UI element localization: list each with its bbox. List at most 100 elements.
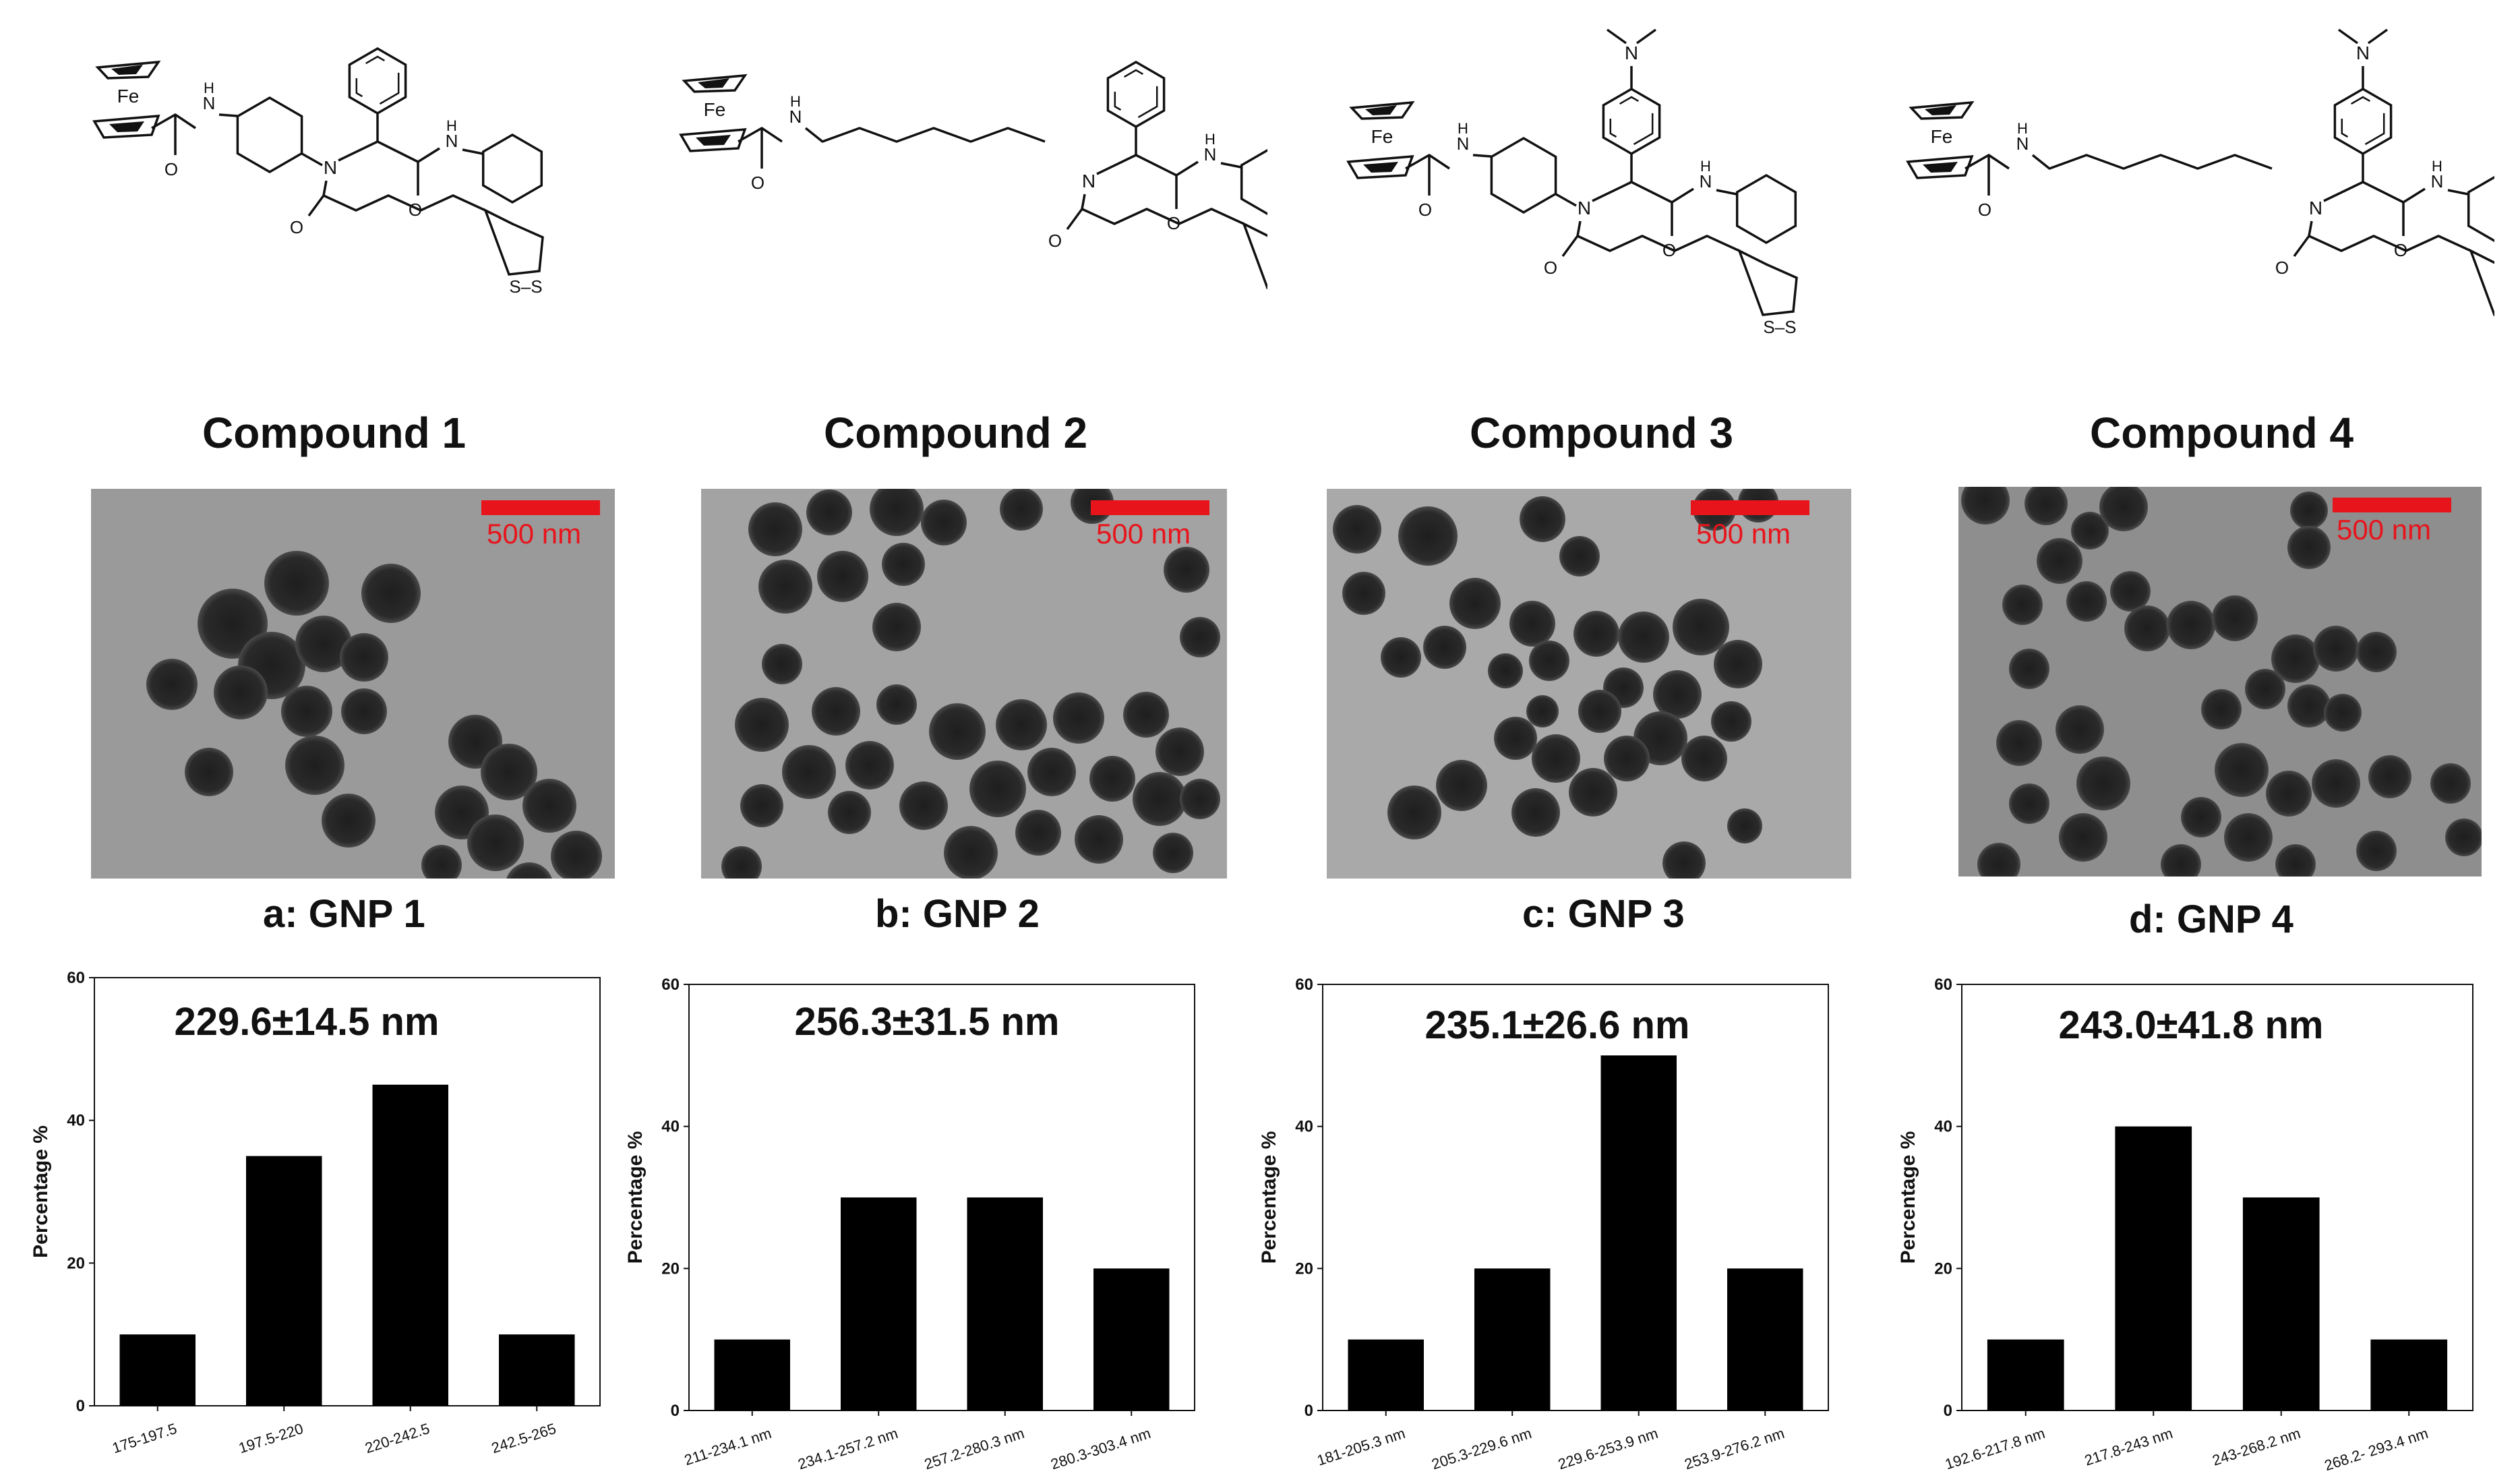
y-axis-label: Percentage % <box>624 1131 647 1264</box>
nanoparticle <box>2266 771 2312 817</box>
oxygen-label: O <box>1048 231 1062 251</box>
n-label: N <box>1082 171 1096 191</box>
nanoparticle <box>2356 831 2397 871</box>
nanoparticle <box>2066 581 2107 622</box>
x-tick-label: 211-234.1 nm <box>682 1425 773 1468</box>
cp-ring-bottom <box>92 115 160 139</box>
histogram-svg-1: 0 20 40 60 175-197.5 197.5-220 220-242.5 242.5-… <box>30 969 601 1456</box>
nh-h-label: H <box>2432 158 2442 175</box>
nanoparticle <box>1977 843 2020 877</box>
y-tick-label: 40 <box>661 1118 680 1136</box>
nanoparticle <box>2071 512 2109 550</box>
bond <box>1561 235 1579 258</box>
oxygen-label: O <box>1418 200 1432 220</box>
nanoparticle <box>1604 736 1650 781</box>
x-tick-label: 217.8-243 nm <box>2082 1425 2175 1469</box>
sulfur-label: S–S <box>1763 317 1796 337</box>
nanoparticle <box>1164 547 1209 593</box>
nme2-label: N <box>1625 42 1638 63</box>
nanoparticle <box>1529 641 1569 681</box>
tem-image-1 <box>91 489 615 879</box>
oxygen-label: O <box>164 159 178 179</box>
nanoparticle <box>806 489 852 535</box>
nanoparticle <box>421 845 462 879</box>
scale-bar-1 <box>481 500 600 515</box>
nanoparticle <box>1333 505 1381 554</box>
nh-h-label: H <box>790 93 801 110</box>
bond <box>1555 193 1577 207</box>
nanoparticle <box>522 779 576 833</box>
bar <box>1348 1339 1424 1411</box>
nanoparticle <box>2056 705 2104 754</box>
bond <box>1576 220 1582 237</box>
bond <box>1066 208 1083 231</box>
nanoparticle <box>2181 797 2221 837</box>
nanoparticle <box>762 644 802 684</box>
y-tick-label: 60 <box>1934 976 1952 994</box>
nanoparticle <box>214 665 268 719</box>
bar <box>1093 1268 1170 1411</box>
bond <box>1220 162 1242 169</box>
nanoparticle <box>1123 692 1169 738</box>
nanoparticle <box>1727 808 1762 843</box>
nanoparticle <box>1662 841 1706 879</box>
cp-ring-bottom-fill <box>1923 162 1958 173</box>
nanoparticle <box>782 745 836 799</box>
bond <box>377 140 419 163</box>
n-label: N <box>2309 198 2322 218</box>
bond <box>2293 235 2310 258</box>
nh-h-label: H <box>1205 131 1216 148</box>
nanoparticle <box>2167 601 2215 649</box>
nanoparticle <box>264 551 329 616</box>
nh-label: N <box>2431 171 2444 191</box>
nanoparticle <box>2287 526 2331 569</box>
compound-structure-1: Fe O N H N O N H O S–S <box>88 40 600 405</box>
bond <box>2337 28 2359 44</box>
bond <box>1631 181 1673 204</box>
fe-label: Fe <box>1931 126 1953 147</box>
nanoparticle <box>2271 634 2320 683</box>
histogram-1: 0 20 40 60 175-197.5 197.5-220 220-242.5 242.5-… <box>0 957 620 1481</box>
scale-bar-2 <box>1091 500 1209 515</box>
nanoparticle <box>996 699 1047 750</box>
bar <box>499 1334 575 1406</box>
y-axis-label: Percentage % <box>30 1125 52 1258</box>
nanoparticle <box>1423 626 1466 669</box>
nanoparticle <box>1075 815 1123 864</box>
compound-label-2: Compound 2 <box>824 409 1088 457</box>
tem-svg-1 <box>91 489 615 879</box>
aryl-ring <box>1106 60 1166 129</box>
nanoparticle <box>1488 653 1523 688</box>
nanoparticle <box>1559 536 1600 576</box>
scale-text-2: 500 nm <box>1096 518 1191 550</box>
y-tick-label: 0 <box>1944 1402 1952 1420</box>
compound-label-1: Compound 1 <box>202 409 467 457</box>
y-tick-label: 40 <box>1295 1118 1313 1136</box>
cp-ring-bottom <box>1346 155 1414 179</box>
plot-frame <box>1322 984 1829 1411</box>
bar <box>967 1197 1043 1411</box>
scale-bar-4 <box>2333 498 2451 512</box>
cp-ring-top <box>95 60 161 80</box>
bar <box>372 1084 448 1406</box>
histogram-svg-2: 0 20 40 60 211-234.1 nm 234.1-257.2 nm 257.2-2… <box>624 976 1195 1473</box>
nanoparticle <box>1714 640 1762 688</box>
nanoparticle <box>1520 496 1565 542</box>
bond <box>1176 160 1199 177</box>
nh-label: N <box>1204 144 1217 165</box>
bar <box>1727 1268 1803 1411</box>
nh-label: N <box>789 107 802 127</box>
nanoparticle <box>2312 759 2360 808</box>
histogram-2: 0 20 40 60 211-234.1 nm 234.1-257.2 nm 257.2-2… <box>620 957 1254 1481</box>
nanoparticle <box>1711 701 1751 742</box>
cp-ring-top-fill <box>111 65 143 75</box>
oxygen-label: O <box>751 173 764 193</box>
nanoparticle <box>2224 813 2273 862</box>
x-tick-label: 234.1-257.2 nm <box>796 1425 900 1473</box>
nanoparticle <box>2313 626 2359 672</box>
nanoparticle <box>2009 649 2049 689</box>
nanoparticle <box>882 543 925 586</box>
cp-ring-bottom <box>679 128 747 152</box>
